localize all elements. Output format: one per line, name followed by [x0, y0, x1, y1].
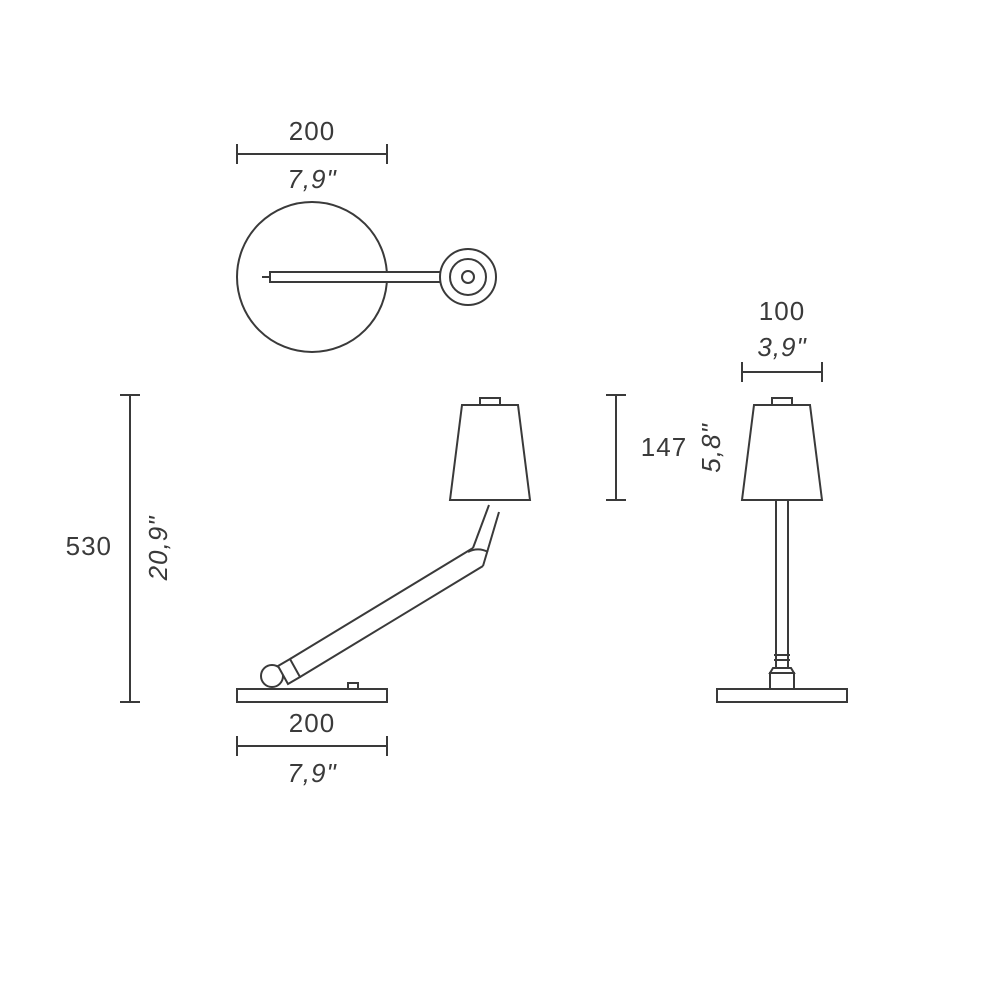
technical-drawing: 200 7,9" 530 20,9"	[0, 0, 1000, 1000]
dim-shade-width: 100 3,9"	[742, 296, 822, 382]
dim-base-width: 200 7,9"	[237, 708, 387, 788]
dim-top-mm: 200	[289, 116, 335, 146]
dim-shadew-in: 3,9"	[757, 332, 807, 362]
dim-height-mm: 530	[66, 531, 112, 561]
view-side: 530 20,9" 200 7,9"	[66, 395, 530, 788]
dim-shadew-mm: 100	[759, 296, 805, 326]
dim-base-mm: 200	[289, 708, 335, 738]
view-front: 100 3,9" 147 5,8"	[606, 296, 847, 702]
dim-shadeh-in: 5,8"	[696, 423, 726, 473]
dim-top-in: 7,9"	[287, 164, 337, 194]
view-top: 200 7,9"	[237, 116, 496, 352]
dim-height-in: 20,9"	[143, 515, 173, 582]
dim-top-diameter: 200 7,9"	[237, 116, 387, 194]
dim-height: 530 20,9"	[66, 395, 173, 702]
dim-shadeh-mm: 147	[641, 432, 687, 462]
dim-shade-height: 147 5,8"	[606, 395, 726, 500]
dim-base-in: 7,9"	[287, 758, 337, 788]
